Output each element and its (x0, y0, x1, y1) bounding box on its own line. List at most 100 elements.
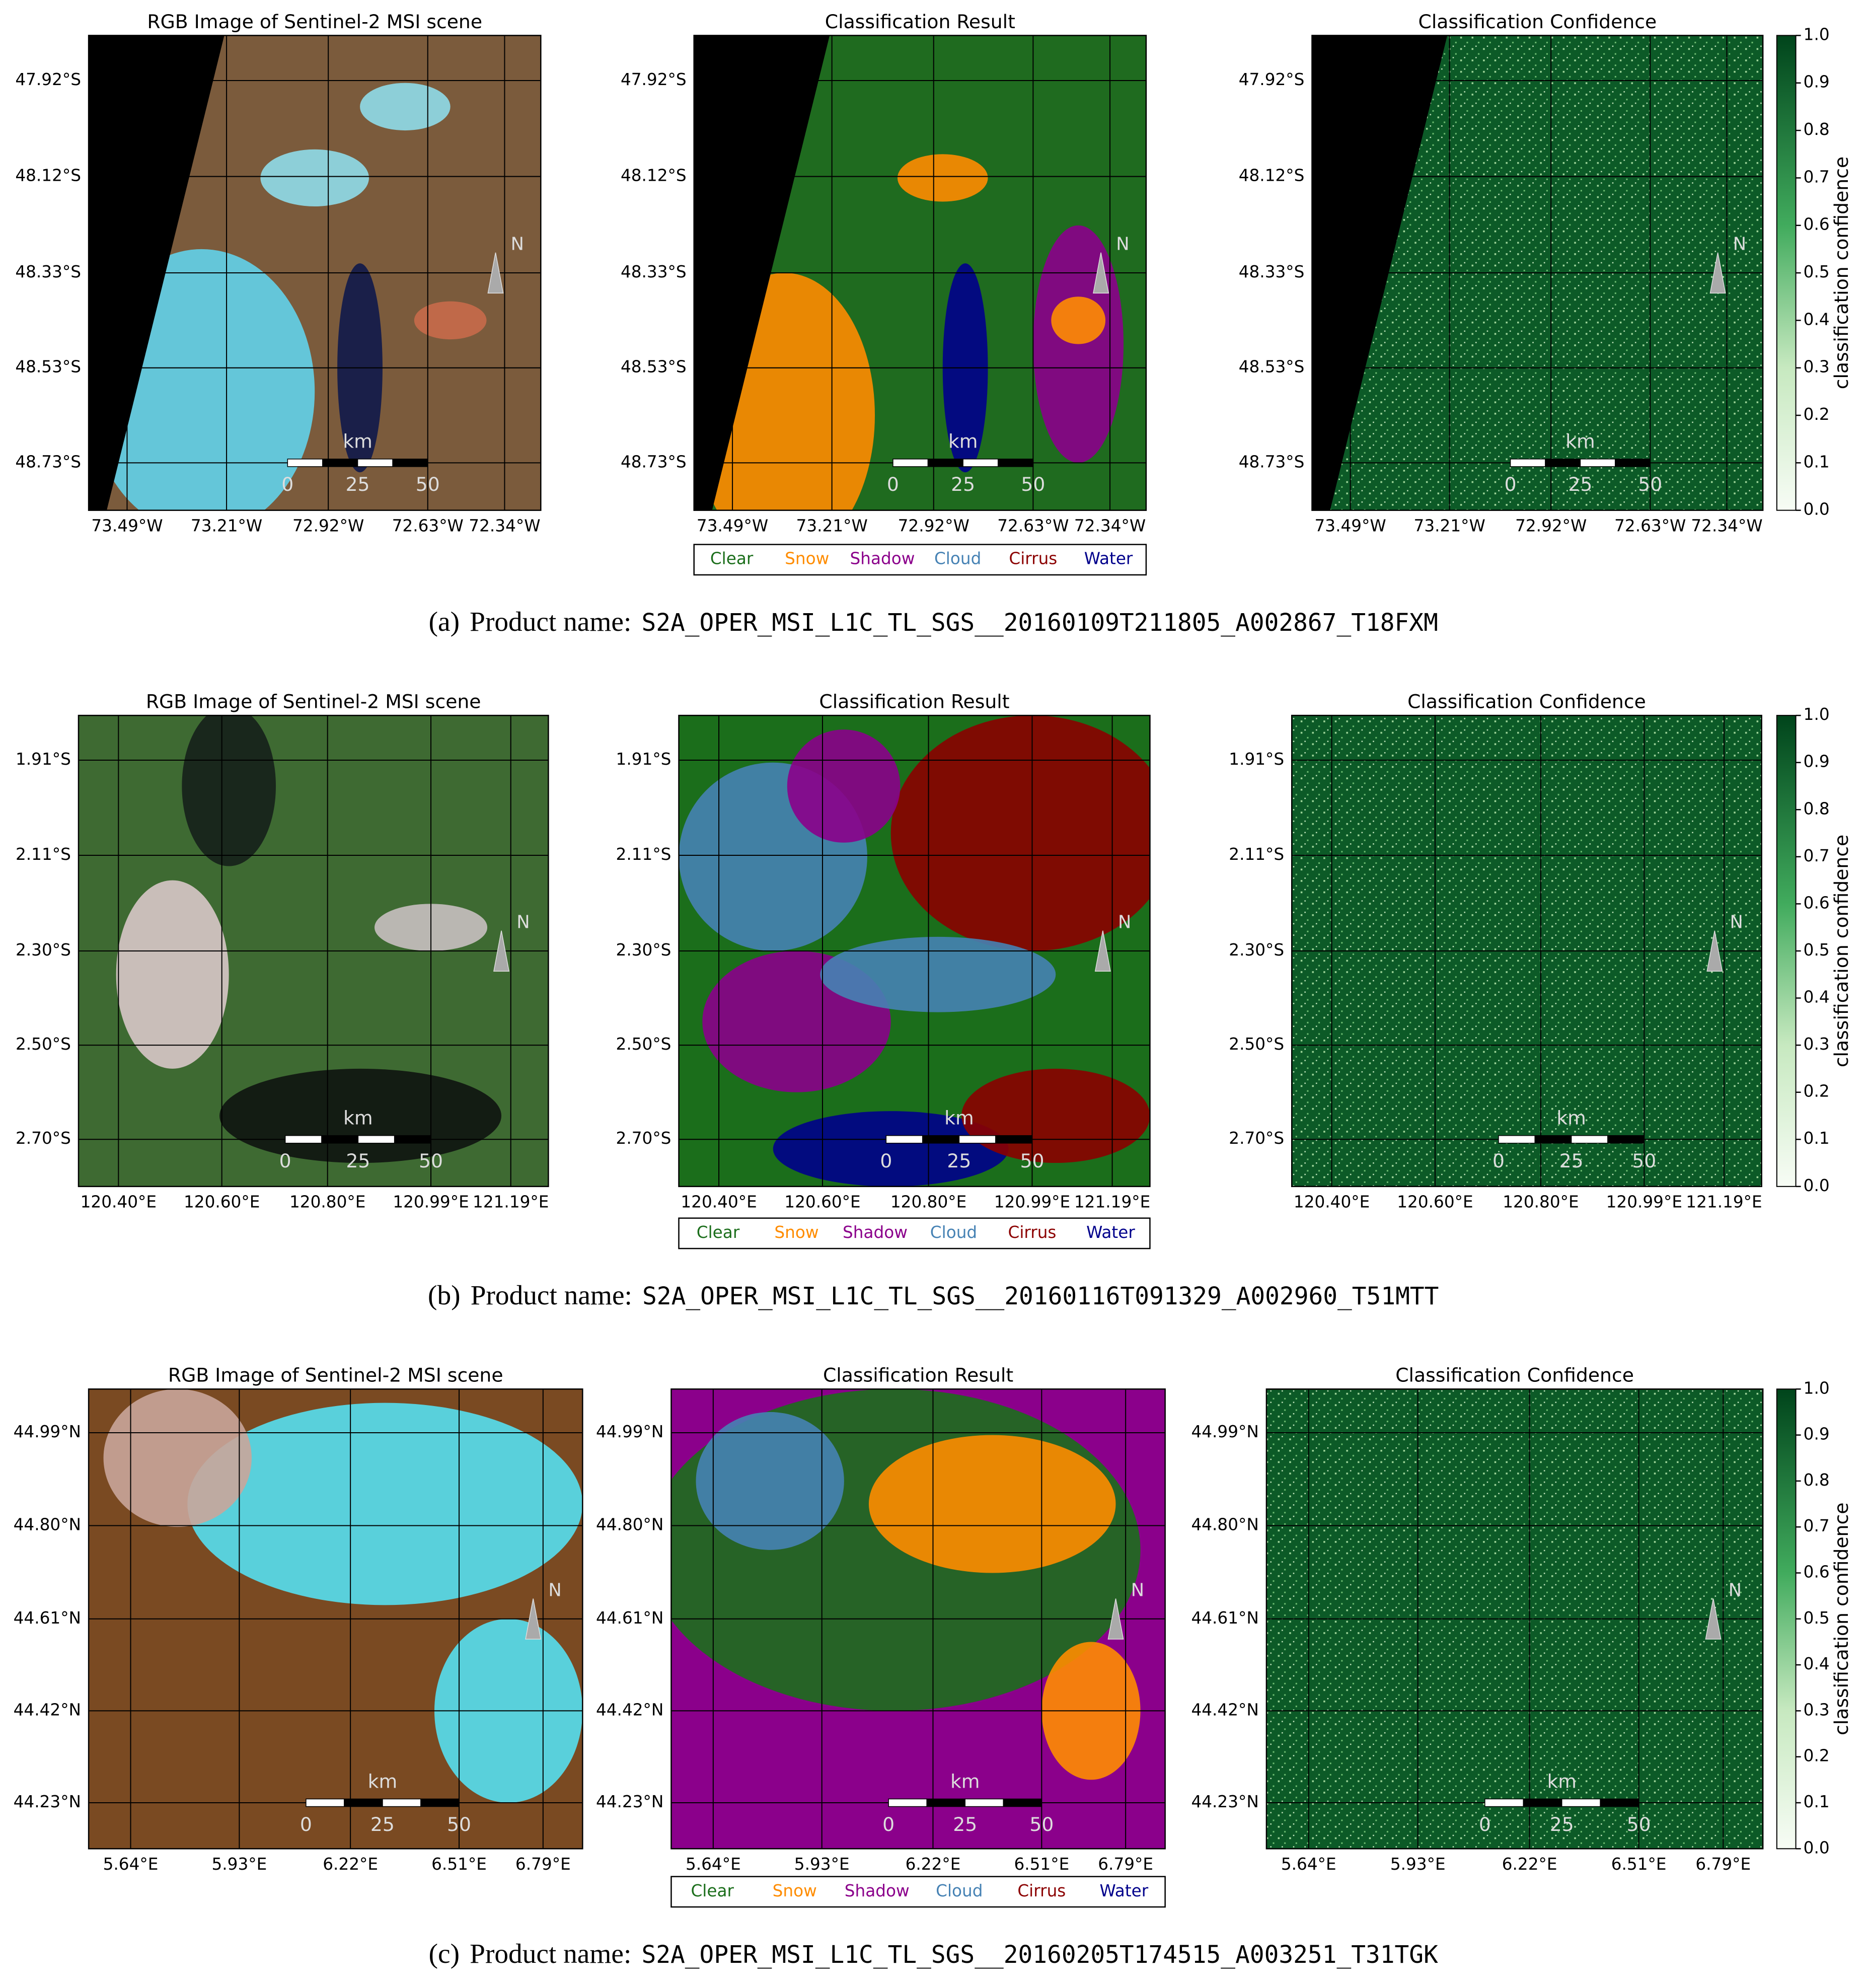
colorbar-tick-label: 0.8 (1804, 799, 1830, 818)
scale-segment (1003, 1798, 1042, 1807)
x-tick-label: 6.22°E (1502, 1855, 1557, 1874)
panel-title: RGB Image of Sentinel-2 MSI scene (168, 1364, 503, 1386)
x-tick-label: 6.79°E (515, 1855, 571, 1874)
x-tick-label: 120.40°E (1294, 1193, 1370, 1212)
y-tick-label: 48.53°S (15, 357, 81, 377)
colorbar-tick-label: 0.4 (1804, 988, 1830, 1007)
x-tick-label: 120.80°E (1503, 1193, 1579, 1212)
colorbar-tick-label: 0.3 (1804, 1035, 1830, 1054)
legend-entry: Cirrus (1017, 1881, 1066, 1900)
y-tick-label: 48.53°S (1239, 357, 1305, 377)
legend-entry: Cloud (934, 549, 981, 568)
caption: (c) Product name: S2A_OPER_MSI_L1C_TL_SGS_… (429, 1938, 1438, 1969)
scale-segment (392, 459, 428, 467)
image-region (961, 1068, 1150, 1163)
scale-label: 0 (1505, 473, 1517, 495)
x-tick-label: 120.60°E (184, 1193, 260, 1212)
scale-unit: km (343, 1107, 373, 1129)
colorbar-tick-label: 0.5 (1804, 262, 1830, 281)
x-tick-label: 121.19°E (473, 1193, 549, 1212)
y-tick-label: 2.11°S (16, 845, 71, 864)
scene-image (671, 1389, 1165, 1849)
y-tick-label: 47.92°S (15, 70, 81, 89)
frame (1265, 1388, 1764, 1850)
colorbar-tick-label: 0.3 (1804, 357, 1830, 377)
image-region (820, 936, 1056, 1012)
x-tick-label: 120.40°E (681, 1193, 757, 1212)
image-region (360, 83, 451, 131)
legend-box (678, 1217, 1151, 1249)
scale-label: 25 (947, 1150, 971, 1172)
caption-product: S2A_OPER_MSI_L1C_TL_SGS__20160205T174515… (641, 1941, 1438, 1969)
x-tick-label: 72.34°W (1691, 516, 1762, 535)
x-tick-label: 6.22°E (906, 1855, 961, 1874)
colorbar-tick-label: 1.0 (1804, 1378, 1830, 1397)
y-tick-label: 44.80°N (14, 1515, 81, 1534)
scale-segment (306, 1798, 345, 1807)
scale-unit: km (950, 1770, 980, 1792)
scale-segment (1607, 1135, 1645, 1144)
colorbar-label: classification confidence (1830, 1503, 1852, 1735)
caption: (b) Product name: S2A_OPER_MSI_L1C_TL_SGS_… (428, 1280, 1439, 1310)
scene-image (89, 35, 541, 510)
colorbar-tick-label: 0.6 (1804, 1562, 1830, 1581)
map-panel: Classification Confidence 47.92°S 48.12°S 4… (1239, 11, 1764, 535)
colorbar-tick-label: 0.1 (1804, 1129, 1830, 1148)
scale-segment (1510, 459, 1546, 467)
y-tick-label: 48.53°S (621, 357, 687, 377)
panel-title: Classification Confidence (1407, 690, 1646, 712)
y-tick-label: 2.70°S (616, 1129, 671, 1148)
colorbar-tick-label: 0.7 (1804, 1516, 1830, 1535)
legend-entry: Water (1100, 1881, 1149, 1900)
scale-segment (394, 1135, 431, 1144)
colorbar-tick-label: 0.9 (1804, 1425, 1830, 1444)
scale-segment (1561, 1798, 1601, 1807)
panel-title: Classification Result (819, 690, 1009, 712)
panel-title: RGB Image of Sentinel-2 MSI scene (147, 11, 482, 33)
scale-unit: km (944, 1107, 974, 1129)
north-label: N (548, 1580, 561, 1600)
scale-segment (322, 459, 358, 467)
frame (670, 1388, 1166, 1850)
y-tick-label: 48.33°S (621, 262, 687, 281)
panel-title: Classification Result (825, 11, 1015, 33)
scene-image (78, 715, 549, 1187)
north-label: N (1116, 234, 1129, 255)
map-panel: Classification Result 1.91°S 2.11°S 2.30°S 2… (616, 690, 1151, 1212)
colorbar-tick-label: 0.0 (1804, 500, 1830, 519)
x-tick-label: 73.49°W (1315, 516, 1386, 535)
image-region (1051, 297, 1106, 344)
colorbar-tick-label: 0.0 (1804, 1838, 1830, 1857)
caption-label: (c) (429, 1938, 460, 1969)
colorbar-tick-label: 0.7 (1804, 846, 1830, 865)
scale-label: 50 (1632, 1150, 1656, 1172)
scale-label: 0 (1479, 1813, 1491, 1835)
y-tick-label: 44.42°N (1191, 1700, 1258, 1719)
x-tick-label: 120.99°E (1606, 1193, 1682, 1212)
image-region (868, 1435, 1116, 1573)
scale-label: 0 (880, 1150, 892, 1172)
x-tick-label: 120.99°E (393, 1193, 469, 1212)
map-panel: Classification Confidence 1.91°S 2.11°S 2.3… (1229, 690, 1762, 1212)
legend-entry: Snow (773, 1881, 817, 1900)
colorbar-tick-label: 0.9 (1804, 752, 1830, 771)
y-tick-label: 44.42°N (596, 1700, 663, 1719)
panel-title: RGB Image of Sentinel-2 MSI scene (146, 690, 481, 712)
north-arrow (525, 1598, 542, 1640)
x-tick-label: 6.22°E (323, 1855, 378, 1874)
scale-label: 25 (346, 473, 370, 495)
scale-segment (1498, 1135, 1536, 1144)
north-arrow (487, 252, 504, 294)
scale-unit: km (1547, 1770, 1577, 1792)
scale-segment (1571, 1135, 1608, 1144)
scale-label: 50 (1627, 1813, 1651, 1835)
legend-entry: Cirrus (1008, 1223, 1056, 1242)
north-label: N (1131, 1580, 1144, 1600)
y-tick-label: 2.50°S (616, 1035, 671, 1054)
map-panel: Classification Confidence 44.99°N 44.80°N 4… (1191, 1364, 1764, 1874)
colorbar-tick-label: 0.4 (1804, 1654, 1830, 1673)
map-panel: Classification Result 47.92°S 48.12°S 48.33… (621, 11, 1147, 535)
scale-segment (995, 1135, 1033, 1144)
legend-entry: Clear (697, 1223, 740, 1242)
scale-label: 0 (279, 1150, 291, 1172)
